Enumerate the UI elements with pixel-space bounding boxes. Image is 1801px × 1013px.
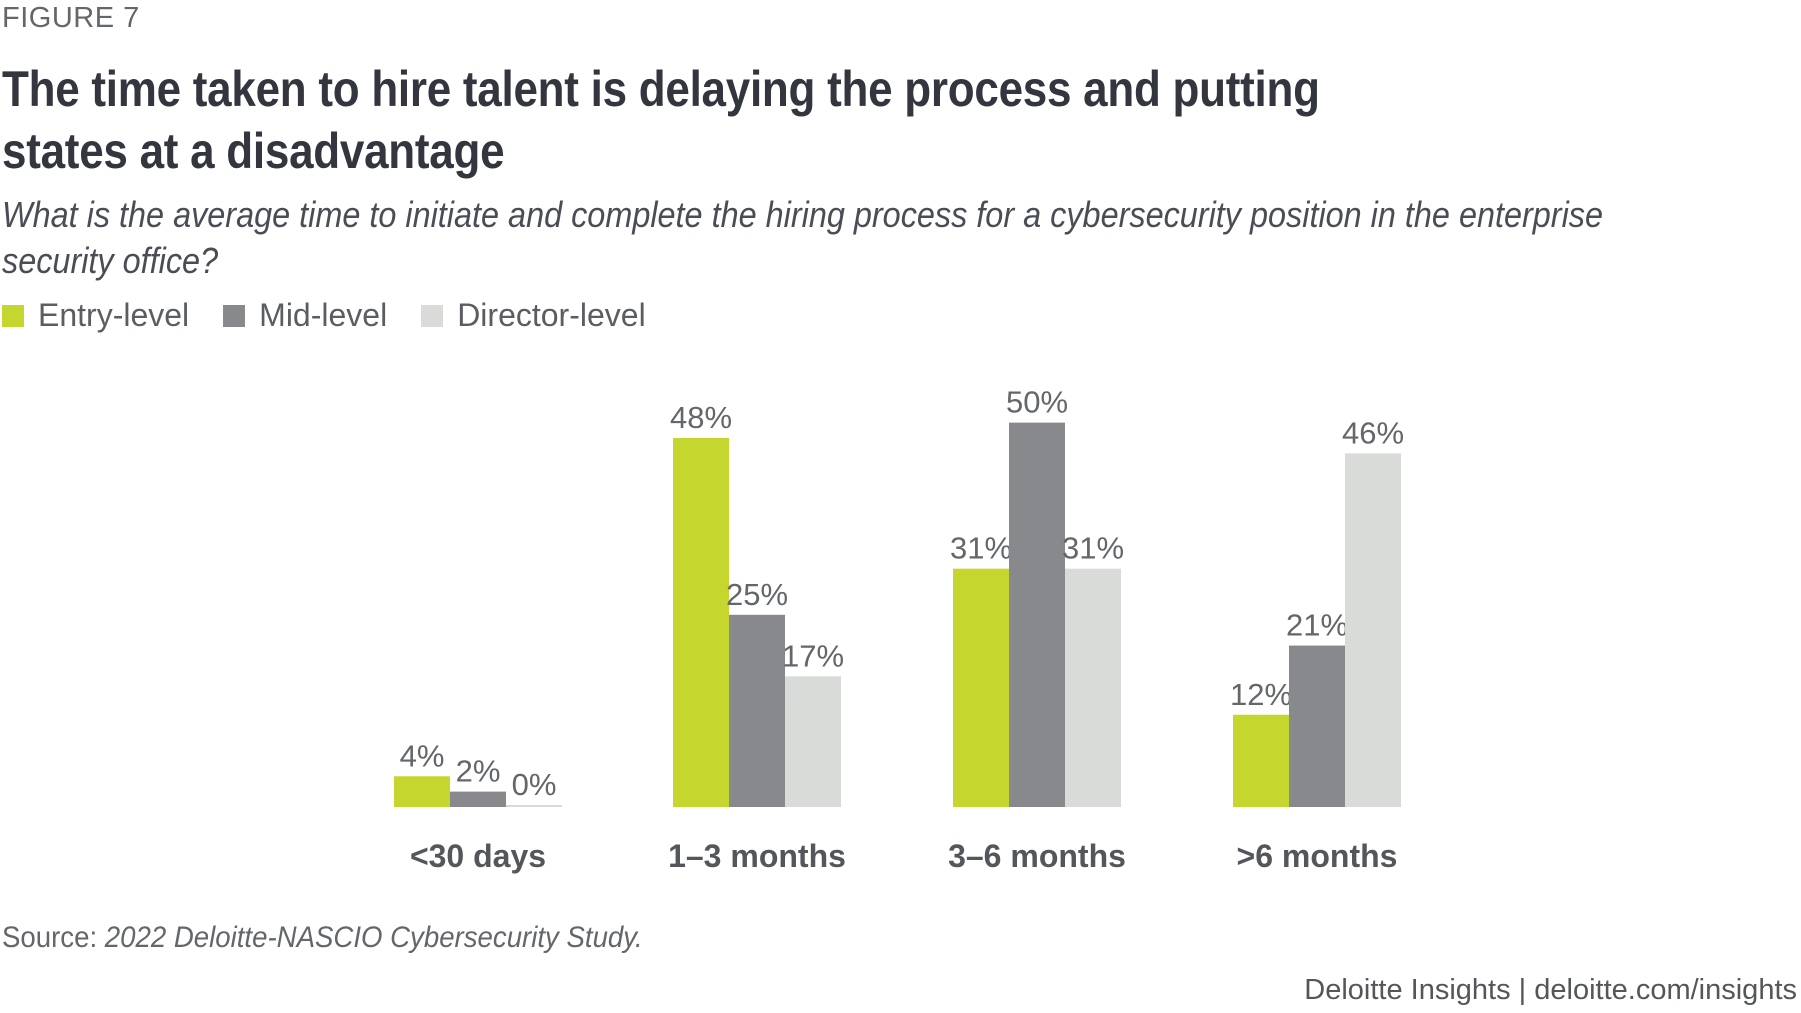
bar-mid-level (729, 614, 785, 807)
bar-director-level (785, 676, 841, 807)
legend-item-entry-level: Entry-level (2, 297, 189, 334)
footer-credit: Deloitte Insights | deloitte.com/insight… (1304, 974, 1797, 1006)
bar-director-level (1065, 568, 1121, 807)
data-label-director-level: 46% (1342, 415, 1404, 450)
figure-label: FIGURE 7 (2, 2, 140, 34)
bar-group-3: 31% 50% 31% (950, 385, 1124, 807)
legend-label: Mid-level (259, 297, 388, 333)
legend-item-mid-level: Mid-level (223, 297, 387, 334)
chart-title: The time taken to hire talent is delayin… (2, 61, 1320, 179)
data-label-mid-level: 21% (1286, 608, 1348, 643)
bar-group-1: 4% 2% 0% (394, 738, 562, 807)
category-label: >6 months (1237, 838, 1398, 874)
bar-group-2: 48% 25% 17% (670, 400, 844, 807)
bar-entry-level (1233, 714, 1289, 807)
data-label-director-level: 0% (512, 767, 557, 802)
bar-mid-level (450, 791, 506, 807)
bar-director-level (1345, 453, 1401, 807)
bar-director-level (506, 805, 562, 807)
data-label-mid-level: 2% (456, 754, 501, 789)
chart-subtitle: What is the average time to initiate and… (2, 194, 1604, 281)
legend: Entry-level Mid-level Director-level (2, 297, 680, 334)
legend-swatch-entry-level (2, 304, 24, 327)
legend-item-director-level: Director-level (421, 297, 646, 334)
bar-group-4: 12% 21% 46% (1230, 415, 1404, 807)
category-label: 1–3 months (668, 838, 846, 874)
data-label-entry-level: 4% (400, 738, 445, 773)
bar-entry-level (953, 568, 1009, 807)
data-label-director-level: 31% (1062, 531, 1124, 566)
bar-entry-level (394, 776, 450, 807)
data-label-mid-level: 50% (1006, 385, 1068, 420)
data-label-director-level: 17% (782, 638, 844, 673)
source-note: Source: 2022 Deloitte-NASCIO Cybersecuri… (2, 921, 643, 955)
legend-label: Entry-level (38, 297, 190, 333)
source-text: 2022 Deloitte-NASCIO Cybersecurity Study… (104, 921, 643, 954)
data-label-entry-level: 31% (950, 531, 1012, 566)
category-label: <30 days (410, 838, 546, 874)
data-label-entry-level: 48% (670, 400, 732, 435)
legend-swatch-mid-level (223, 304, 246, 327)
category-label: 3–6 months (948, 838, 1126, 874)
source-prefix: Source: (2, 921, 105, 954)
legend-label: Director-level (457, 297, 646, 333)
bar-entry-level (673, 438, 729, 807)
data-label-entry-level: 12% (1230, 677, 1292, 712)
bar-mid-level (1009, 422, 1065, 807)
data-label-mid-level: 25% (726, 577, 788, 612)
legend-swatch-director-level (421, 304, 444, 327)
bar-mid-level (1289, 645, 1345, 807)
